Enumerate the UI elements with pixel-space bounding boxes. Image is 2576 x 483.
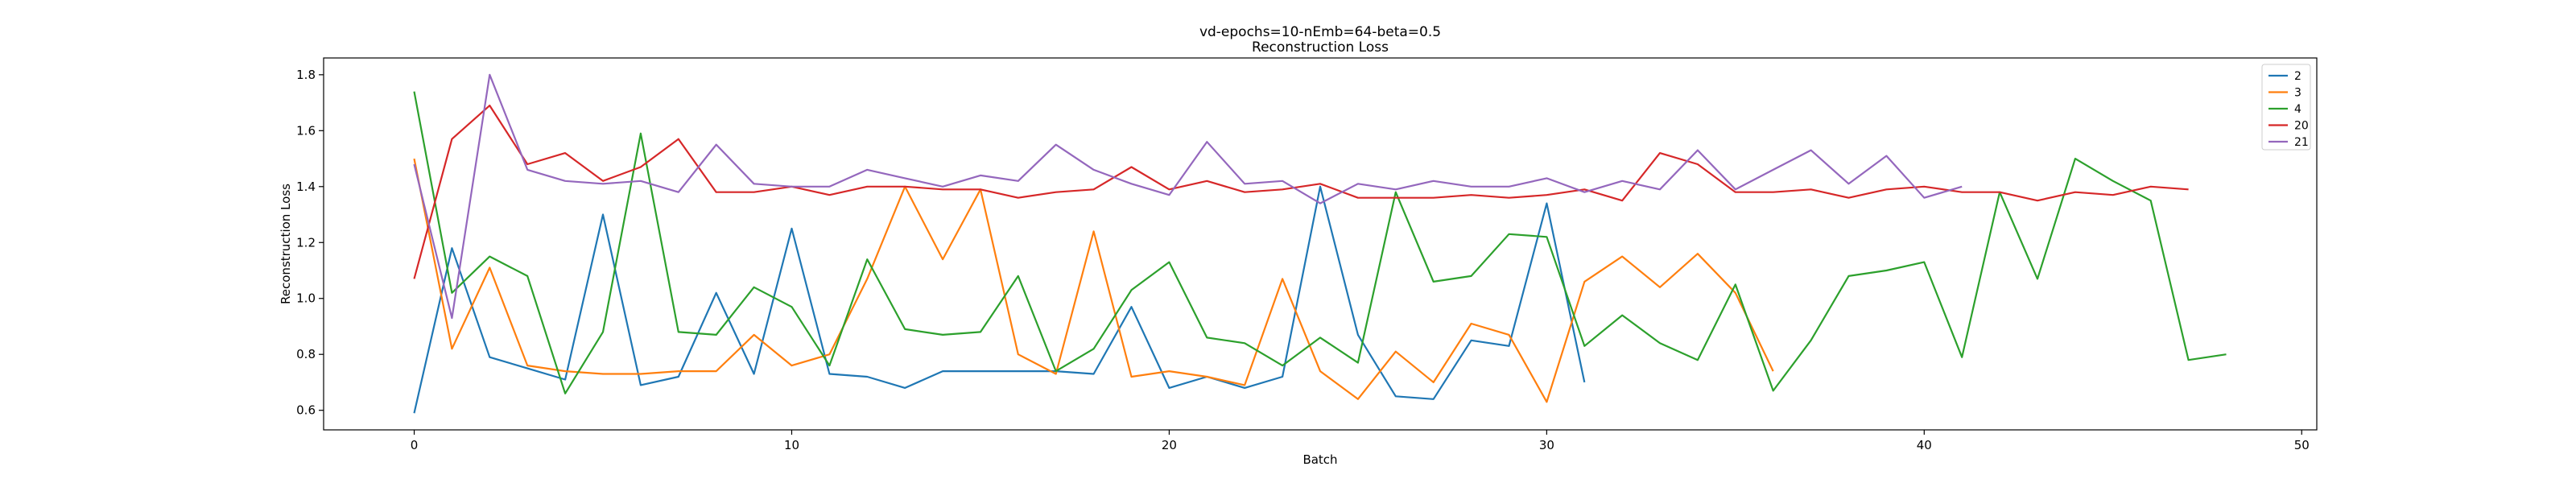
y-tick-label: 1.8 bbox=[296, 68, 316, 82]
series-line-20 bbox=[413, 105, 2189, 279]
legend-box bbox=[2261, 64, 2311, 151]
series-line-4 bbox=[413, 91, 2227, 394]
x-tick-label: 0 bbox=[411, 438, 419, 452]
y-tick-label: 1.0 bbox=[296, 291, 316, 306]
plot-frame bbox=[323, 57, 2318, 431]
y-tick-label: 1.2 bbox=[296, 235, 316, 250]
x-tick-label: 10 bbox=[784, 438, 799, 452]
y-tick-label: 0.8 bbox=[296, 347, 316, 361]
axes: 0 10 20 30 40 50 0.6 0.8 1.0 1.2 1.4 1.6 1.8 bbox=[296, 68, 2310, 452]
chart-title: vd-epochs=10-nEmb=64-beta=0.5 bbox=[1199, 24, 1441, 40]
legend-label: 4 bbox=[2294, 103, 2301, 116]
legend-label: 21 bbox=[2294, 136, 2309, 149]
legend-label: 20 bbox=[2294, 120, 2309, 133]
series-line-21 bbox=[413, 73, 1963, 320]
x-tick-label: 20 bbox=[1162, 438, 1177, 452]
plot-lines bbox=[413, 73, 2227, 414]
legend-label: 3 bbox=[2294, 87, 2301, 100]
legend-label: 2 bbox=[2294, 70, 2301, 83]
series-line-3 bbox=[413, 158, 1774, 403]
y-axis-label: Reconstruction Loss bbox=[279, 184, 293, 304]
x-tick-label: 50 bbox=[2294, 438, 2310, 452]
x-axis-label: Batch bbox=[1302, 452, 1337, 467]
x-tick-label: 30 bbox=[1539, 438, 1554, 452]
legend: 2 3 4 20 21 bbox=[2261, 64, 2311, 151]
y-tick-label: 0.6 bbox=[296, 403, 316, 418]
y-tick-label: 1.4 bbox=[296, 180, 316, 194]
series-line-2 bbox=[413, 185, 1586, 414]
y-tick-label: 1.6 bbox=[296, 123, 316, 138]
chart-subtitle: Reconstruction Loss bbox=[1252, 39, 1389, 56]
x-tick-label: 40 bbox=[1917, 438, 1932, 452]
